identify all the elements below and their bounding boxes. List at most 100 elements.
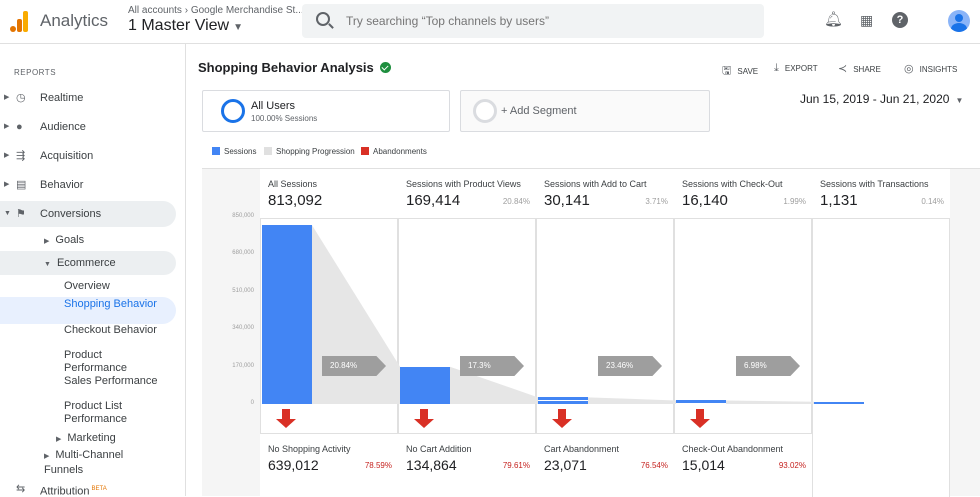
session-bar[interactable] xyxy=(814,401,864,404)
share-button[interactable]: ≺ SHARE xyxy=(838,62,881,75)
share-label: SHARE xyxy=(853,65,881,74)
progression-rate-tag: 17.3% xyxy=(460,356,524,376)
segment-all-users[interactable]: All Users 100.00% Sessions xyxy=(202,90,450,132)
beta-badge: BETA xyxy=(91,486,107,492)
behavior-icon: ▤ xyxy=(16,179,27,191)
export-button[interactable]: ⤓ EXPORT xyxy=(774,62,818,75)
expand-arrow-icon: ▶ xyxy=(4,123,10,130)
add-segment-button[interactable]: + Add Segment xyxy=(460,90,710,132)
sidebar-item-label: Marketing xyxy=(67,432,116,444)
sidebar-item-label: Behavior xyxy=(40,179,84,191)
sidebar-item-shopping-behavior[interactable]: Shopping Behavior xyxy=(64,298,157,310)
main-content: Shopping Behavior Analysis 🖫︎ SAVE ⤓ EXPOR… xyxy=(186,44,980,497)
add-segment-label: + Add Segment xyxy=(501,105,577,117)
abandonment-value: 15,014 xyxy=(682,457,725,473)
legend-label: Sessions xyxy=(224,147,257,156)
sidebar-item-realtime[interactable]: ▶ ◷ Realtime xyxy=(0,85,176,111)
bell-icon[interactable]: 🔔︎ xyxy=(824,11,844,28)
sidebar-item-product-performance[interactable]: Product Performance xyxy=(64,349,127,374)
caret-down-icon: ▼ xyxy=(233,22,243,33)
stage-value: 16,140 xyxy=(682,192,728,209)
account-avatar[interactable] xyxy=(948,10,970,32)
legend-label: Abandonments xyxy=(373,147,427,156)
date-range-text: Jun 15, 2019 - Jun 21, 2020 xyxy=(800,92,950,106)
sidebar-item-product-list-performance[interactable]: Product List Performance xyxy=(64,400,127,425)
funnel-chart: 850,000 680,000 510,000 340,000 170,000 0 20.8… xyxy=(202,168,980,497)
attribution-label: Attribution xyxy=(40,485,90,496)
collapse-arrow-icon: ▼ xyxy=(44,261,51,268)
view-selector[interactable]: 1 Master View ▼ xyxy=(128,17,243,35)
flag-icon: ⚑ xyxy=(16,208,26,220)
sidebar-item-attribution[interactable]: ⇆ Attribution BETA xyxy=(0,476,176,497)
legend-swatch xyxy=(264,147,272,155)
sidebar-item-sales-performance[interactable]: Sales Performance xyxy=(64,375,158,387)
account-breadcrumb[interactable]: All accounts › Google Merchandise St... xyxy=(128,5,304,16)
stage-value: 30,141 xyxy=(544,192,590,209)
abandonment-percent: 79.61% xyxy=(502,461,530,470)
search-icon xyxy=(316,12,330,26)
abandonment-card[interactable]: Check-Out Abandonment 15,014 93.02% xyxy=(674,433,812,497)
legend-sessions: Sessions xyxy=(212,147,256,156)
export-label: EXPORT xyxy=(784,64,818,73)
abandonment-card[interactable]: No Cart Addition 134,864 79.61% xyxy=(398,433,536,497)
sidebar-item-goals[interactable]: ▶ Goals xyxy=(44,234,84,246)
collapse-arrow-icon: ▼ xyxy=(4,210,11,217)
abandonment-arrow-icon[interactable] xyxy=(552,409,572,429)
session-bar[interactable] xyxy=(400,366,450,404)
progression-rate-tag: 23.46% xyxy=(598,356,662,376)
sidebar-item-label: Multi-Channel Funnels xyxy=(44,449,124,476)
progression-shape xyxy=(312,225,400,404)
sidebar-item-marketing[interactable]: ▶ Marketing xyxy=(56,432,116,444)
sidebar-item-audience[interactable]: ▶ ● Audience xyxy=(0,114,176,140)
property-crumb: Google Merchandise St... xyxy=(190,5,304,16)
y-tick-label: 680,000 xyxy=(232,250,254,257)
segment-sub: 100.00% Sessions xyxy=(251,114,318,123)
abandonment-name: No Shopping Activity xyxy=(268,444,351,454)
stage-header: Sessions with Transactions 1,131 0.14% xyxy=(812,169,950,219)
progression-rate-tag: 20.84% xyxy=(322,356,386,376)
y-tick-label: 0 xyxy=(250,400,254,406)
session-bar[interactable] xyxy=(676,400,726,404)
chevron-right-icon: › xyxy=(184,5,189,16)
stage-percent: 3.71% xyxy=(645,197,668,206)
stage-value: 169,414 xyxy=(406,192,461,209)
abandonment-card[interactable]: No Shopping Activity 639,012 78.59% xyxy=(260,433,398,497)
reports-section-label: REPORTS xyxy=(14,68,57,77)
sidebar-item-label: Acquisition xyxy=(40,150,94,162)
expand-arrow-icon: ▶ xyxy=(4,152,10,159)
sidebar-item-overview[interactable]: Overview xyxy=(64,280,110,292)
y-tick-label: 170,000 xyxy=(232,362,254,369)
abandonment-arrow-icon[interactable] xyxy=(414,409,434,429)
abandonment-name: Check-Out Abandonment xyxy=(682,444,784,454)
export-icon: ⤓ xyxy=(774,62,779,74)
view-name: 1 Master View xyxy=(128,17,230,34)
save-button[interactable]: 🖫︎ SAVE xyxy=(722,62,758,81)
abandonment-arrow-icon[interactable] xyxy=(276,409,296,429)
sidebar-item-acquisition[interactable]: ▶ ⇶ Acquisition xyxy=(0,143,176,169)
date-range-picker[interactable]: Jun 15, 2019 - Jun 21, 2020 ▼ xyxy=(800,92,963,106)
sidebar-item-conversions[interactable]: ▼ ⚑ Conversions xyxy=(0,201,176,227)
help-icon[interactable]: ? xyxy=(892,12,908,28)
abandonment-card[interactable]: Cart Abandonment 23,071 76.54% xyxy=(536,433,674,497)
sidebar-item-ecommerce[interactable] xyxy=(0,251,176,275)
search-box[interactable] xyxy=(302,4,764,38)
session-bar[interactable] xyxy=(538,397,588,404)
segment-ring-icon xyxy=(221,99,245,123)
search-input[interactable] xyxy=(346,4,746,38)
session-bar[interactable] xyxy=(262,225,312,404)
sidebar-item-checkout-behavior[interactable]: Checkout Behavior xyxy=(64,324,157,336)
abandonment-percent: 76.54% xyxy=(640,461,668,470)
insights-label: INSIGHTS xyxy=(919,65,958,74)
insights-button[interactable]: ◎ INSIGHTS xyxy=(904,62,957,75)
stage-value: 1,131 xyxy=(820,192,858,209)
page-title: Shopping Behavior Analysis xyxy=(198,60,391,75)
apps-grid-icon[interactable]: ▦ xyxy=(860,12,874,28)
sidebar-item-ecommerce-label[interactable]: ▼ Ecommerce xyxy=(44,257,116,269)
sidebar-item-behavior[interactable]: ▶ ▤ Behavior xyxy=(0,172,176,198)
abandonment-arrow-icon[interactable] xyxy=(690,409,710,429)
abandonment-name: No Cart Addition xyxy=(406,444,472,454)
analytics-logo-icon[interactable] xyxy=(10,10,28,32)
sidebar-item-multi-channel[interactable]: ▶ Multi-Channel Funnels xyxy=(44,449,144,476)
top-bar: Analytics All accounts › Google Merchand… xyxy=(0,0,980,44)
abandonment-value: 639,012 xyxy=(268,457,319,473)
